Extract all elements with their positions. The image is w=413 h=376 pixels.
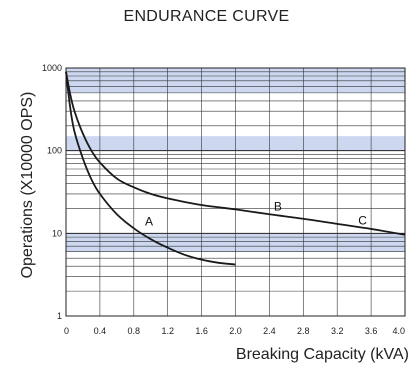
x-tick-label: 2.0	[229, 326, 242, 336]
chart-title: ENDURANCE CURVE	[123, 8, 290, 25]
y-tick-label: 1000	[42, 63, 62, 73]
x-tick-label: 2.8	[297, 326, 310, 336]
x-tick-label: 2.4	[263, 326, 276, 336]
y-tick-label: 100	[47, 146, 62, 156]
x-tick-label: 0.8	[128, 326, 141, 336]
x-tick-label: 0	[64, 326, 69, 336]
curve-label-c: C	[358, 213, 367, 227]
x-tick-label: 1.6	[195, 326, 208, 336]
curve-label-b: B	[274, 199, 282, 213]
x-tick-label: 1.2	[161, 326, 174, 336]
grid-lines	[66, 68, 405, 316]
x-tick-label: 4.0	[392, 326, 405, 336]
curve-labels: A B C	[145, 199, 367, 228]
plot-frame	[65, 67, 406, 317]
x-axis-title: Breaking Capacity (kVA)	[235, 346, 409, 363]
x-tick-label: 0.4	[94, 326, 107, 336]
curve-a	[65, 71, 236, 266]
tick-labels: 0 0.4 0.8 1.2 1.6 2.0 2.4 2.8 3.2 3.6 4.0 1 10 100 100…	[42, 63, 405, 336]
x-tick-label: 3.2	[331, 326, 344, 336]
curve-b	[65, 71, 406, 236]
curve-label-a: A	[145, 214, 153, 228]
curves	[65, 71, 406, 266]
y-tick-label: 1	[57, 311, 62, 321]
x-tick-label: 3.6	[365, 326, 378, 336]
y-tick-label: 10	[52, 228, 62, 238]
